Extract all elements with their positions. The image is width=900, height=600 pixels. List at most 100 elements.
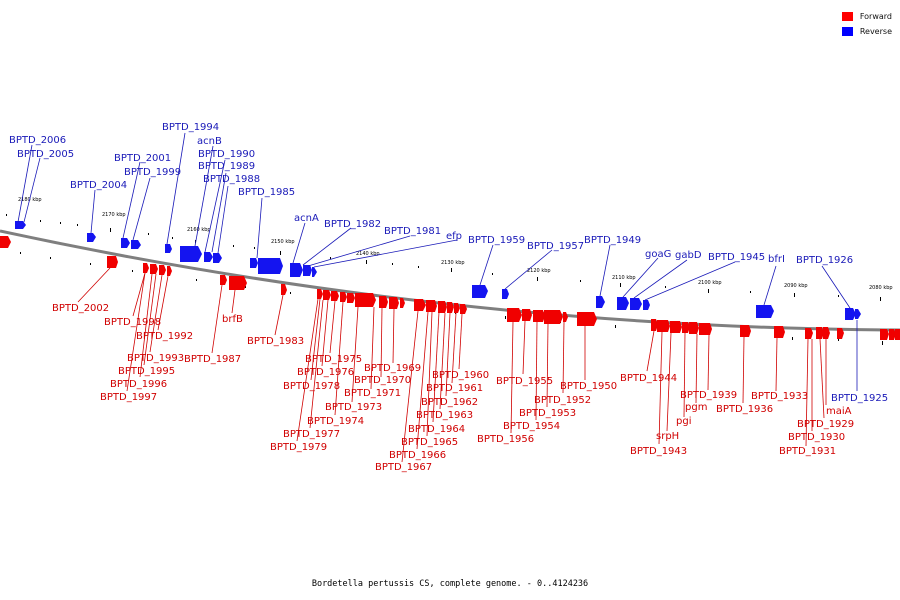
gene-arrow (689, 322, 699, 334)
gene-label: BPTD_1979 (270, 442, 327, 453)
gene-label: BPTD_1995 (118, 366, 175, 377)
scale-label: 2130 kbp (441, 260, 465, 266)
forward-gene-labels: BPTD_2002 BPTD_1998 BPTD_1992 BPTD_1993 … (52, 303, 854, 473)
gene-label: BPTD_1933 (751, 391, 808, 402)
gene-arrow (563, 312, 568, 322)
gene-arrow (317, 289, 323, 299)
gene-arrow (355, 293, 376, 307)
legend-item-reverse: Reverse (841, 24, 892, 39)
gene-label: maiA (826, 406, 852, 417)
gene-label: BPTD_1952 (534, 395, 591, 406)
legend-label: Reverse (859, 27, 892, 36)
gene-label: BPTD_1974 (307, 416, 364, 427)
gene-arrow (895, 329, 900, 340)
gene-arrow (15, 221, 26, 229)
gene-arrow (180, 246, 202, 262)
gene-label: BPTD_1992 (136, 331, 193, 342)
gene-arrow (643, 300, 650, 310)
gene-arrow (229, 276, 247, 290)
gene-label: BPTD_1965 (401, 437, 458, 448)
gene-arrow (438, 301, 447, 313)
gene-label: BPTD_1955 (496, 376, 553, 387)
gene-arrow (756, 305, 774, 318)
gene-label: BPTD_1936 (716, 404, 773, 415)
gene-arrow (281, 284, 287, 295)
gene-arrow (454, 303, 460, 313)
gene-label: BPTD_1930 (788, 432, 845, 443)
gene-arrow (805, 328, 813, 339)
gene-label: BPTD_1959 (468, 235, 525, 246)
gene-arrow (331, 291, 339, 301)
gene-arrow (150, 264, 158, 274)
gene-label: acnA (294, 213, 319, 224)
gene-label: BPTD_1985 (238, 187, 295, 198)
gene-arrow (250, 258, 258, 268)
gene-arrow (400, 298, 405, 308)
gene-label: pgi (676, 416, 691, 427)
gene-label: bfrI (768, 254, 785, 265)
gene-label: BPTD_1977 (283, 429, 340, 440)
gene-label: BPTD_1994 (162, 122, 219, 133)
scale-label: 2170 kbp (102, 212, 126, 218)
gene-label: BPTD_1943 (630, 446, 687, 457)
gene-label: BPTD_1987 (184, 354, 241, 365)
gene-label: BPTD_1931 (779, 446, 836, 457)
gene-label: BPTD_1975 (305, 354, 362, 365)
gene-arrow (340, 292, 347, 302)
gene-arrow (816, 327, 824, 339)
gene-arrow (414, 299, 426, 311)
gene-label: BPTD_1954 (503, 421, 560, 432)
legend-item-forward: Forward (841, 9, 892, 24)
gene-label: BPTD_2002 (52, 303, 109, 314)
reverse-genes (15, 221, 861, 320)
gene-label: acnB (197, 136, 222, 147)
forward-genes (0, 236, 900, 340)
gene-arrow (220, 275, 227, 285)
scale-label: 2160 kbp (187, 227, 211, 233)
gene-arrow (670, 321, 682, 333)
gene-arrow (740, 325, 751, 337)
gene-label: BPTD_1983 (247, 336, 304, 347)
gene-label: BPTD_1990 (198, 149, 255, 160)
gene-arrow (347, 293, 355, 303)
gene-arrow (617, 297, 629, 310)
scale-label: 2120 kbp (527, 268, 551, 274)
gene-arrow (290, 263, 303, 277)
gene-arrow (522, 309, 532, 321)
gene-arrow (460, 304, 467, 314)
gene-label: BPTD_1982 (324, 219, 381, 230)
gene-arrow (0, 236, 11, 248)
gene-arrow (323, 290, 331, 300)
gene-label: BPTD_1961 (426, 383, 483, 394)
scale-label: 2140 kbp (356, 251, 380, 257)
gene-label: BPTD_1988 (203, 174, 260, 185)
gene-label: BPTD_1953 (519, 408, 576, 419)
gene-arrow (312, 267, 317, 277)
gene-arrow (657, 320, 670, 332)
gene-arrow (544, 310, 563, 324)
gene-label: BPTD_1963 (416, 410, 473, 421)
gene-label: BPTD_1929 (797, 419, 854, 430)
forward-swatch (841, 12, 853, 21)
gene-label: efp (446, 231, 462, 242)
gene-label: BPTD_1939 (680, 390, 737, 401)
gene-arrow (204, 252, 213, 262)
gene-label: BPTD_1944 (620, 373, 677, 384)
gene-arrow (159, 265, 166, 275)
gene-label: BPTD_1971 (344, 388, 401, 399)
gene-arrow (577, 312, 597, 326)
scale-label: 2100 kbp (698, 280, 722, 286)
gene-arrow (596, 296, 605, 308)
gene-arrow (889, 329, 896, 340)
forward-leader-lines (77, 267, 827, 463)
gene-arrow (379, 296, 388, 308)
gene-arrow (303, 265, 312, 276)
reverse-gene-labels: BPTD_2006 BPTD_2005 BPTD_1994 acnB BPTD_… (9, 122, 888, 404)
gene-arrow (87, 233, 96, 242)
gene-label: BPTD_1949 (584, 235, 641, 246)
gene-label: BPTD_1973 (325, 402, 382, 413)
gene-arrow (774, 326, 785, 338)
gene-label: BPTD_1978 (283, 381, 340, 392)
gene-arrow (472, 285, 488, 298)
gene-label: BPTD_1989 (198, 161, 255, 172)
